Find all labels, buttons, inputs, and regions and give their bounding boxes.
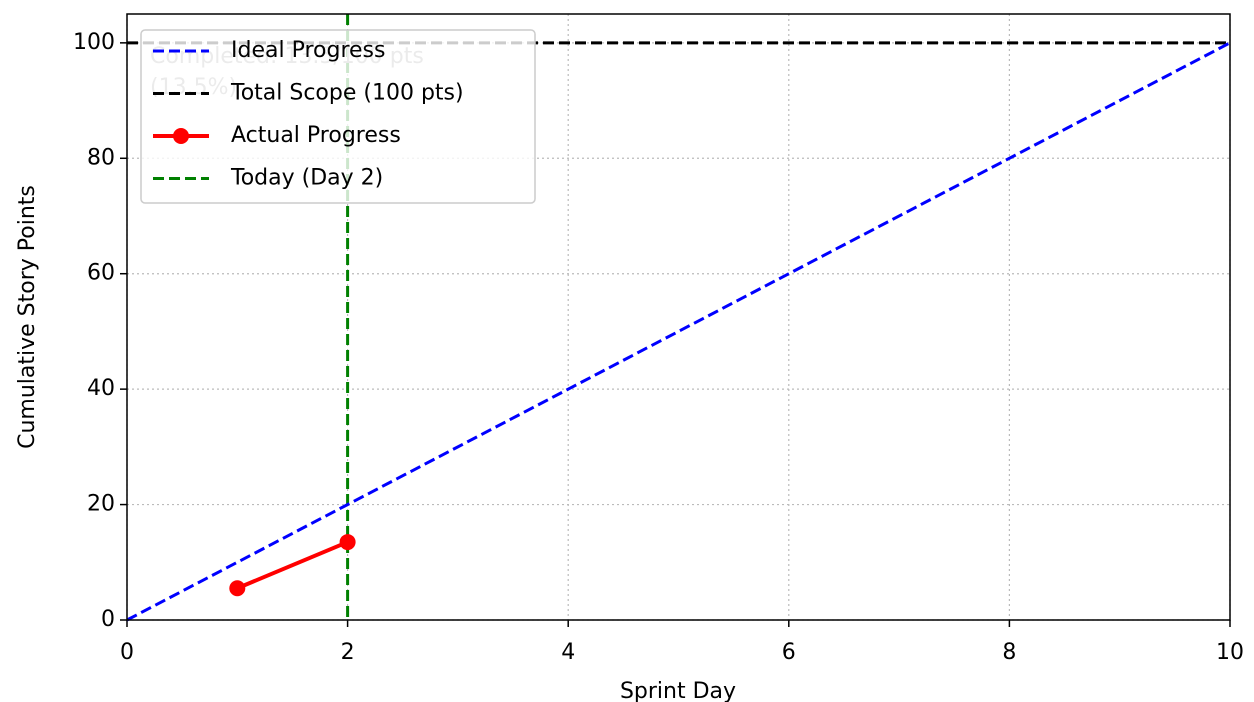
x-tick-label: 2 bbox=[341, 640, 355, 665]
legend-label: Ideal Progress bbox=[231, 38, 385, 63]
x-tick-label: 4 bbox=[561, 640, 575, 665]
legend-box bbox=[140, 29, 536, 204]
y-axis-label: Cumulative Story Points bbox=[15, 185, 40, 449]
y-tick-label: 80 bbox=[87, 145, 115, 170]
plot-frame bbox=[126, 13, 1231, 621]
legend-label: Actual Progress bbox=[231, 123, 401, 148]
x-tick-label: 6 bbox=[782, 640, 796, 665]
y-tick-label: 60 bbox=[87, 261, 115, 286]
y-tick-label: 20 bbox=[87, 492, 115, 517]
series-line bbox=[236, 540, 349, 591]
point bbox=[229, 580, 246, 597]
x-tick-label: 8 bbox=[1002, 640, 1016, 665]
legend-label: Today (Day 2) bbox=[230, 166, 383, 191]
legend-marker bbox=[173, 128, 189, 144]
y-tick-label: 0 bbox=[101, 607, 115, 632]
legend-label: Total Scope (100 pts) bbox=[230, 81, 464, 106]
x-tick-label: 0 bbox=[120, 640, 134, 665]
x-tick-label: 10 bbox=[1216, 640, 1244, 665]
y-tick-label: 40 bbox=[87, 376, 115, 401]
point bbox=[339, 534, 356, 551]
y-tick-label: 100 bbox=[73, 30, 115, 55]
x-axis-label: Sprint Day bbox=[620, 679, 736, 702]
